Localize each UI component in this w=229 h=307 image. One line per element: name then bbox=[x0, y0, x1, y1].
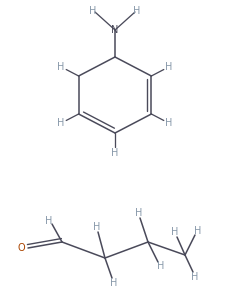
Text: H: H bbox=[133, 6, 140, 16]
Text: H: H bbox=[165, 62, 172, 72]
Text: H: H bbox=[45, 216, 52, 226]
Text: H: H bbox=[156, 262, 163, 271]
Text: H: H bbox=[191, 271, 198, 282]
Text: H: H bbox=[111, 148, 118, 158]
Text: H: H bbox=[109, 278, 117, 288]
Text: N: N bbox=[111, 25, 118, 35]
Text: H: H bbox=[171, 227, 178, 237]
Text: H: H bbox=[193, 226, 200, 235]
Text: H: H bbox=[134, 208, 142, 218]
Text: H: H bbox=[165, 118, 172, 128]
Text: H: H bbox=[93, 222, 100, 232]
Text: O: O bbox=[17, 243, 25, 253]
Text: H: H bbox=[57, 62, 64, 72]
Text: H: H bbox=[89, 6, 96, 16]
Text: H: H bbox=[57, 118, 64, 128]
